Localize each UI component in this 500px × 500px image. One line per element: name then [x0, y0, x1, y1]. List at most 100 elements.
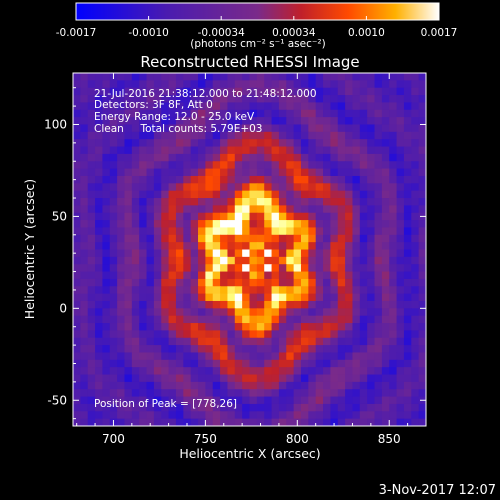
heatmap-cell: [330, 337, 339, 346]
heatmap-cell: [212, 175, 221, 184]
heatmap-cell: [139, 249, 148, 258]
heatmap-cell: [352, 146, 361, 155]
heatmap-cell: [418, 315, 426, 324]
heatmap-cell: [271, 271, 280, 280]
heatmap-cell: [234, 345, 243, 354]
heatmap-cell: [330, 367, 339, 376]
heatmap-cell: [183, 359, 192, 368]
heatmap-cell: [190, 293, 199, 302]
heatmap-cell: [396, 153, 405, 162]
heatmap-cell: [227, 389, 236, 398]
heatmap-cell: [73, 271, 81, 280]
heatmap-cell: [330, 168, 339, 177]
heatmap-cell: [205, 227, 214, 236]
heatmap-cell: [389, 227, 398, 236]
heatmap-cell: [323, 87, 331, 96]
heatmap-cell: [190, 117, 199, 126]
heatmap-cell: [411, 198, 420, 206]
heatmap-cell: [271, 73, 280, 81]
heatmap-cell: [271, 220, 280, 229]
heatmap-cell: [87, 403, 96, 412]
heatmap-cell: [308, 124, 317, 133]
heatmap-cell: [146, 308, 155, 317]
heatmap-cell: [124, 403, 133, 412]
heatmap-cell: [323, 95, 331, 104]
heatmap-cell: [345, 374, 354, 383]
heatmap-cell: [109, 249, 118, 258]
heatmap-cell: [256, 95, 265, 104]
heatmap-cell: [73, 418, 81, 426]
heatmap-cell: [374, 102, 383, 111]
heatmap-cell: [352, 161, 361, 170]
heatmap-cell: [161, 175, 170, 184]
heatmap-cell: [139, 330, 148, 339]
heatmap-cell: [80, 146, 89, 155]
heatmap-cell: [271, 117, 280, 126]
heatmap-cell: [153, 102, 162, 111]
heatmap-cell: [286, 323, 295, 331]
heatmap-cell: [418, 102, 426, 111]
heatmap-cell: [411, 381, 420, 390]
heatmap-cell: [337, 323, 346, 331]
heatmap-cell: [352, 212, 361, 221]
heatmap-cell: [389, 359, 398, 368]
heatmap-cell: [227, 286, 236, 295]
heatmap-cell: [87, 109, 96, 118]
heatmap-cell: [330, 212, 339, 221]
heatmap-cell: [293, 168, 302, 177]
heatmap-cell: [161, 131, 170, 140]
heatmap-cell: [161, 396, 170, 405]
heatmap-cell: [403, 139, 412, 148]
heatmap-cell: [175, 175, 184, 184]
heatmap-cell: [418, 271, 426, 280]
heatmap-cell: [117, 168, 126, 177]
heatmap-cell: [87, 330, 96, 339]
heatmap-cell: [315, 227, 324, 236]
heatmap-cell: [330, 403, 339, 412]
heatmap-cell: [352, 256, 361, 265]
heatmap-cell: [87, 102, 96, 111]
heatmap-cell: [293, 131, 302, 140]
heatmap-cell: [117, 87, 126, 96]
heatmap-cell: [198, 286, 206, 295]
heatmap-cell: [286, 367, 295, 376]
heatmap-cell: [124, 264, 133, 273]
heatmap-cell: [359, 293, 368, 302]
heatmap-cell: [117, 411, 126, 420]
heatmap-cell: [131, 367, 140, 376]
heatmap-cell: [242, 315, 251, 324]
heatmap-cell: [198, 381, 206, 390]
heatmap-cell: [205, 249, 214, 258]
heatmap-cell: [249, 264, 258, 273]
heatmap-cell: [418, 367, 426, 376]
heatmap-cell: [286, 396, 295, 405]
heatmap-cell: [87, 212, 96, 221]
heatmap-cell: [205, 205, 214, 214]
heatmap-cell: [175, 146, 184, 155]
heatmap-cell: [359, 227, 368, 236]
heatmap-cell: [146, 381, 155, 390]
heatmap-cell: [352, 315, 361, 324]
heatmap-cell: [109, 264, 118, 273]
heatmap-cell: [183, 168, 192, 177]
heatmap-cell: [153, 367, 162, 376]
heatmap-cell: [249, 131, 258, 140]
heatmap-cell: [205, 396, 214, 405]
heatmap-cell: [374, 95, 383, 104]
heatmap-cell: [418, 345, 426, 354]
colorbar-tick-label: -0.00034: [198, 27, 246, 39]
heatmap-cell: [411, 102, 420, 111]
heatmap-cell: [352, 190, 361, 199]
heatmap-cell: [205, 161, 214, 170]
heatmap-cell: [345, 345, 354, 354]
heatmap-cell: [308, 161, 317, 170]
heatmap-cell: [131, 403, 140, 412]
heatmap-cell: [345, 403, 354, 412]
heatmap-cell: [117, 374, 126, 383]
heatmap-cell: [73, 330, 81, 339]
heatmap-cell: [330, 389, 339, 398]
heatmap-cell: [345, 183, 354, 192]
heatmap-cell: [227, 161, 236, 170]
heatmap-cell: [271, 175, 280, 184]
heatmap-cell: [337, 124, 346, 133]
